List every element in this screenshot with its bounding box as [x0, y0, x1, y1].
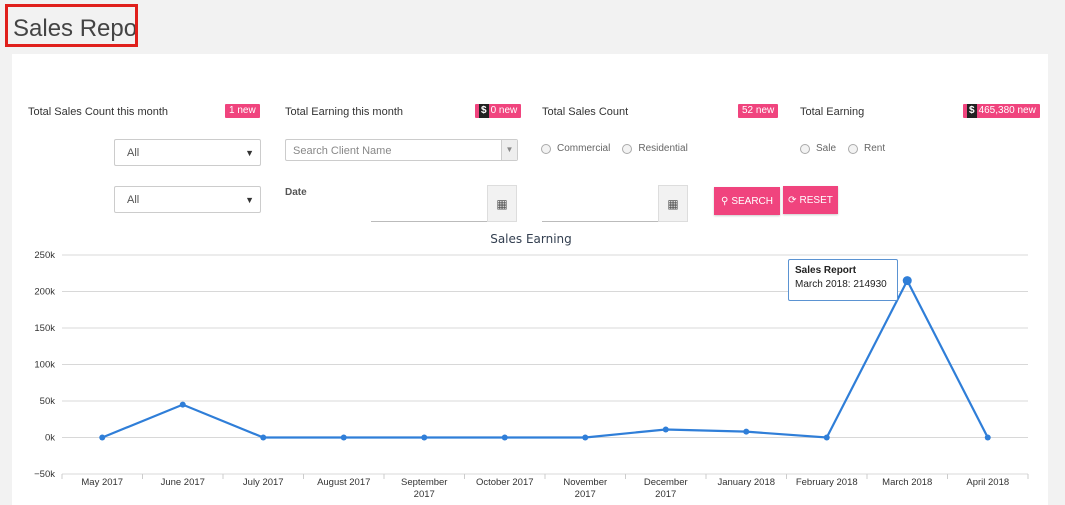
stat-label-total-sales-count: Total Sales Count — [542, 106, 629, 118]
property-type-radio-group: Commercial Residential — [541, 143, 700, 154]
date-label: Date — [285, 187, 307, 198]
stat-label-sales-count-month: Total Sales Count this month — [28, 106, 169, 118]
data-point — [340, 434, 347, 441]
x-tick-label: November 2017 — [563, 477, 607, 500]
page-title: Sales Report — [5, 4, 138, 47]
data-point — [582, 434, 589, 441]
x-tick-label: May 2017 — [81, 477, 123, 488]
calendar-icon[interactable]: ▦ — [487, 185, 517, 222]
caret-down-icon: ▼ — [245, 148, 254, 158]
x-tick-label: April 2018 — [966, 477, 1009, 488]
reset-button[interactable]: ⟳ RESET — [783, 186, 838, 214]
caret-down-icon: ▼ — [245, 195, 254, 205]
data-point — [984, 434, 991, 441]
x-tick-label: March 2018 — [882, 477, 932, 488]
x-tick-label: August 2017 — [317, 477, 370, 488]
filter-select-1[interactable]: All ▼ — [114, 139, 261, 166]
y-tick-label: 0k — [45, 433, 55, 444]
data-point — [421, 434, 428, 441]
y-tick-label: 200k — [34, 287, 55, 298]
calendar-icon[interactable]: ▦ — [658, 185, 688, 222]
dollar-icon: $ — [479, 104, 489, 118]
y-tick-label: 250k — [34, 250, 55, 261]
x-tick-label: September 2017 — [401, 477, 447, 500]
date-to-input[interactable]: ▦ — [542, 185, 688, 222]
badge-sales-count-month: 1 new — [225, 104, 260, 118]
data-point — [260, 434, 267, 441]
y-tick-label: 100k — [34, 360, 55, 371]
x-tick-label: January 2018 — [717, 477, 775, 488]
listing-type-radio-group: Sale Rent — [800, 143, 897, 154]
radio-residential[interactable] — [622, 143, 633, 154]
badge-total-earning: $465,380 new — [963, 104, 1040, 118]
stat-label-total-earning: Total Earning — [800, 106, 865, 118]
client-search-select[interactable]: Search Client Name ▼ — [285, 139, 518, 161]
chart-title: Sales Earning — [490, 232, 572, 246]
radio-commercial[interactable] — [541, 143, 551, 154]
chart-tooltip: Sales Report March 2018: 214930 — [788, 259, 898, 301]
filter-select-2[interactable]: All ▼ — [114, 186, 261, 213]
radio-rent[interactable] — [848, 143, 859, 154]
data-point — [179, 401, 186, 408]
data-point — [823, 434, 830, 441]
data-point — [501, 434, 508, 441]
y-tick-label: −50k — [34, 469, 55, 480]
dollar-icon: $ — [967, 104, 977, 118]
dropdown-arrow-icon: ▼ — [501, 140, 517, 160]
search-button[interactable]: ⚲ SEARCH — [714, 187, 780, 215]
x-tick-label: October 2017 — [476, 477, 534, 488]
y-tick-label: 150k — [34, 323, 55, 334]
x-tick-label: July 2017 — [243, 477, 284, 488]
data-point — [99, 434, 106, 441]
x-tick-label: June 2017 — [161, 477, 205, 488]
series-line — [101, 278, 989, 439]
badge-total-sales-count: 52 new — [738, 104, 779, 118]
search-icon: ⚲ — [720, 195, 729, 207]
data-point — [743, 428, 750, 435]
refresh-icon: ⟳ — [788, 194, 797, 206]
stat-label-earning-month: Total Earning this month — [285, 106, 404, 118]
data-point — [902, 276, 912, 286]
y-tick-label: 50k — [40, 396, 56, 407]
radio-sale[interactable] — [800, 143, 810, 154]
x-tick-label: February 2018 — [796, 477, 858, 488]
data-point — [662, 426, 669, 433]
badge-earning-month: $0 new — [475, 104, 522, 118]
date-from-input[interactable]: ▦ — [371, 185, 517, 222]
x-tick-label: December 2017 — [644, 477, 688, 500]
